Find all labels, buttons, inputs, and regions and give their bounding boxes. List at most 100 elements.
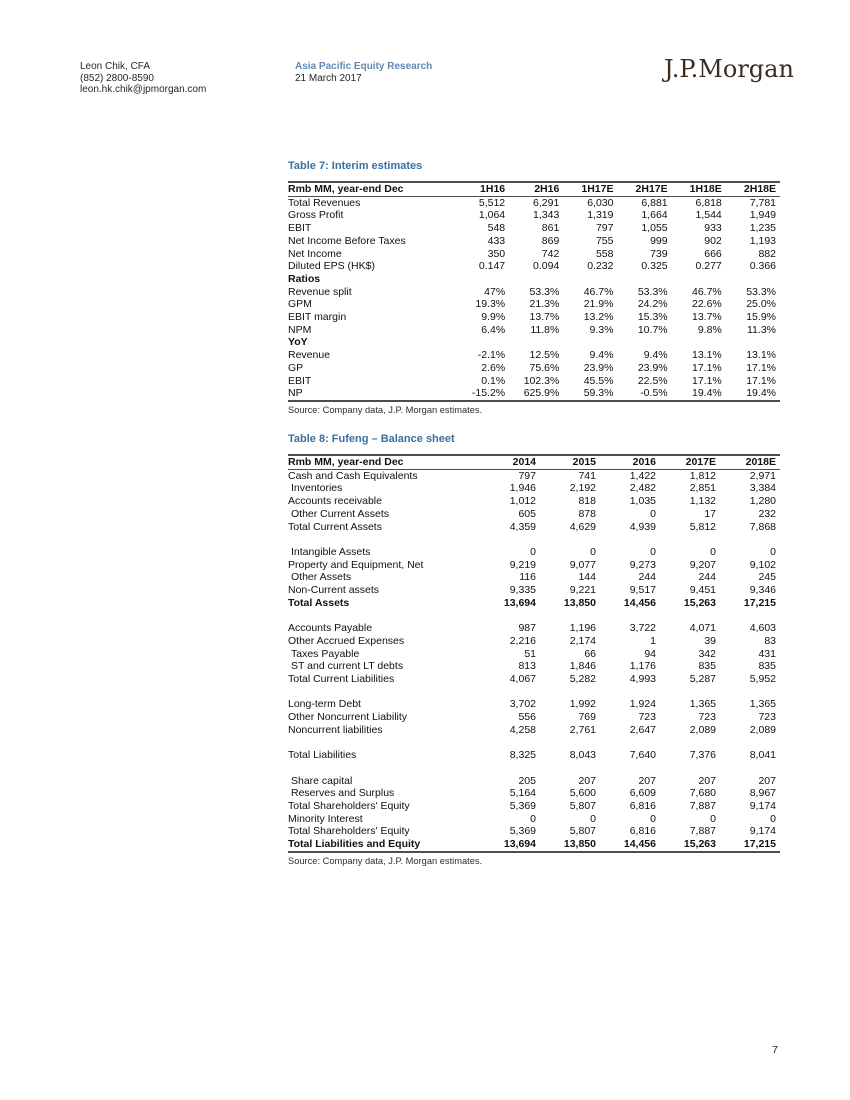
cell-value: 13,694 xyxy=(503,838,536,851)
cell-value: 0.1% xyxy=(481,374,506,387)
cell-value: 1,422 xyxy=(629,469,656,482)
division-title: Asia Pacific Equity Research xyxy=(295,61,433,72)
period-column-header: 1H16 xyxy=(480,183,506,195)
cell-value: 5,807 xyxy=(569,825,596,838)
table-row: Inventories 1,946 2,192 2,482 2,851 3,384 xyxy=(288,482,780,495)
cell-value: 9.9% xyxy=(481,311,506,324)
cell-value: 835 xyxy=(758,660,776,673)
table-row: Total Shareholders' Equity 5,369 5,807 6,81… xyxy=(288,800,780,813)
cell-value: 17,215 xyxy=(743,596,776,609)
analyst-contact-block: Leon Chik, CFA (852) 2800-8590 leon.hk.c… xyxy=(80,61,206,96)
row-label: Net Income Before Taxes xyxy=(288,234,406,247)
table-row: EBIT margin 9.9% 13.7% 13.2% 15.3% 13.7% 15.9% xyxy=(288,311,780,324)
cell-value: 5,807 xyxy=(569,799,596,812)
cell-value: 207 xyxy=(698,774,716,787)
cell-value: 0 xyxy=(650,545,656,558)
cell-value: 723 xyxy=(638,711,656,724)
cell-value: 8,041 xyxy=(749,749,776,762)
row-label: Ratios xyxy=(288,272,321,285)
cell-value: 1,035 xyxy=(629,495,656,508)
cell-value: 9,174 xyxy=(749,825,776,838)
table-row: Accounts Payable 987 1,196 3,722 4,071 4,603 xyxy=(288,622,780,635)
cell-value: 0 xyxy=(770,812,776,825)
cell-value: 19.4% xyxy=(692,387,722,400)
cell-value: 1 xyxy=(650,634,656,647)
table-row: Total Revenues 5,512 6,291 6,030 6,881 6,818 7… xyxy=(288,196,780,209)
cell-value: 7,680 xyxy=(689,787,716,800)
row-label: EBIT margin xyxy=(288,311,347,324)
cell-value xyxy=(563,336,617,349)
cell-value: 350 xyxy=(487,247,506,260)
cell-value: 4,993 xyxy=(629,672,656,685)
cell-value: 878 xyxy=(578,507,596,520)
cell-value: 207 xyxy=(578,774,596,787)
table-row: EBIT 548 861 797 1,055 933 1,235 xyxy=(288,222,780,235)
table-row: Accounts receivable 1,012 818 1,035 1,132 1,2… xyxy=(288,495,780,508)
cell-value: 9,077 xyxy=(569,558,596,571)
cell-value: 207 xyxy=(638,774,656,787)
cell-value: 835 xyxy=(698,660,716,673)
cell-value: 556 xyxy=(518,711,536,724)
table-row: Noncurrent liabilities 4,258 2,761 2,647 2,0… xyxy=(288,724,780,737)
cell-value: 1,235 xyxy=(749,222,776,235)
cell-value: 0 xyxy=(650,812,656,825)
cell-value: 0 xyxy=(650,507,656,520)
cell-value: 53.3% xyxy=(637,285,668,298)
cell-value: 13.7% xyxy=(529,311,560,324)
table-row: Diluted EPS (HK$) 0.147 0.094 0.232 0.325 0.2… xyxy=(288,260,780,273)
table-row: Minority Interest 0 0 0 0 0 xyxy=(288,813,780,826)
cell-value: 5,600 xyxy=(569,787,596,800)
cell-value: 17,215 xyxy=(743,838,776,851)
cell-value: 2,761 xyxy=(569,723,596,736)
cell-value: 0.232 xyxy=(587,260,614,273)
spacer-cell xyxy=(288,533,780,546)
table-row: Other Noncurrent Liability 556 769 723 723 72… xyxy=(288,711,780,724)
row-label: EBIT xyxy=(288,374,312,387)
row-label: Total Revenues xyxy=(288,196,361,209)
table-row: Total Liabilities and Equity 13,694 13,850… xyxy=(288,838,780,852)
jpmorgan-logo: J.P.Morgan xyxy=(664,55,794,83)
cell-value: 818 xyxy=(578,495,596,508)
table-row: Taxes Payable 51 66 94 342 431 xyxy=(288,648,780,661)
cell-value: 14,456 xyxy=(623,596,656,609)
cell-value: 2,851 xyxy=(689,482,716,495)
period-column-header: 2018E xyxy=(745,456,776,468)
cell-value: 0 xyxy=(710,545,716,558)
cell-value: 9,102 xyxy=(749,558,776,571)
cell-value: 83 xyxy=(764,634,776,647)
cell-value: -2.1% xyxy=(477,349,506,362)
table7-source-note: Source: Company data, J.P. Morgan estima… xyxy=(288,404,483,415)
cell-value: 2,174 xyxy=(569,634,596,647)
cell-value: 8,967 xyxy=(749,787,776,800)
period-column-header: 2017E xyxy=(685,456,716,468)
page-number: 7 xyxy=(772,1044,778,1056)
cell-value: 1,012 xyxy=(509,495,536,508)
cell-value: 6,291 xyxy=(533,196,560,209)
cell-value: 933 xyxy=(704,222,722,235)
cell-value: 0.366 xyxy=(749,260,776,273)
cell-value: -15.2% xyxy=(471,387,506,400)
table-row: Property and Equipment, Net 9,219 9,077 9,2… xyxy=(288,559,780,572)
cell-value: 15,263 xyxy=(683,596,716,609)
cell-value: 9,335 xyxy=(509,584,536,597)
cell-value: 1,949 xyxy=(749,209,776,222)
cell-value: 19.3% xyxy=(475,298,506,311)
cell-value: 4,359 xyxy=(509,520,536,533)
analyst-name: Leon Chik, CFA xyxy=(80,61,151,72)
table-row: Non-Current assets 9,335 9,221 9,517 9,451 9,… xyxy=(288,584,780,597)
cell-value: 17.1% xyxy=(692,361,722,374)
cell-value: 9,221 xyxy=(569,584,596,597)
cell-value: 1,196 xyxy=(569,622,596,635)
cell-value: 3,702 xyxy=(509,698,536,711)
cell-value: 23.9% xyxy=(583,361,614,374)
row-label: Share capital xyxy=(291,774,353,787)
cell-value: 244 xyxy=(698,571,716,584)
period-column-header: 2014 xyxy=(512,456,536,468)
cell-value: 5,812 xyxy=(689,520,716,533)
cell-value: 999 xyxy=(650,234,668,247)
cell-value: 8,325 xyxy=(509,749,536,762)
cell-value xyxy=(455,336,509,349)
cell-value: 24.2% xyxy=(637,298,668,311)
row-label: Diluted EPS (HK$) xyxy=(288,260,375,273)
cell-value: 0 xyxy=(530,812,536,825)
